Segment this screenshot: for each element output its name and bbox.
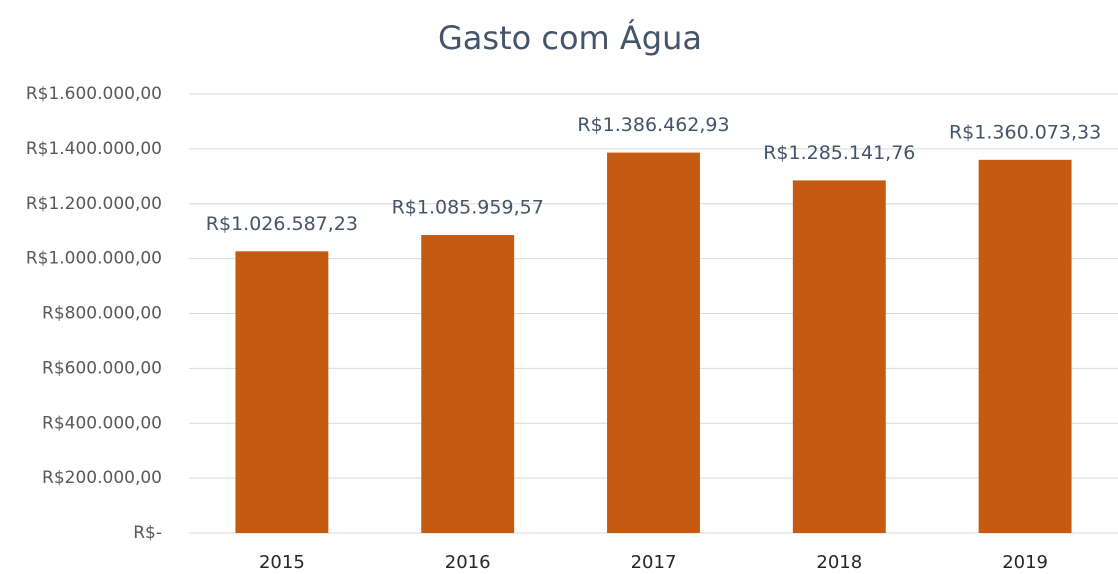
y-tick-label: R$400.000,00 [42, 413, 162, 433]
y-tick-label: R$200.000,00 [42, 468, 162, 488]
value-label: R$1.085.959,57 [392, 197, 544, 219]
value-label: R$1.386.462,93 [577, 114, 729, 136]
bar [792, 180, 886, 534]
y-tick-label: R$1.200.000,00 [26, 194, 162, 214]
value-label: R$1.285.141,76 [763, 142, 915, 164]
bar [421, 235, 515, 533]
x-tick-label: 2015 [259, 552, 305, 573]
value-label: R$1.026.587,23 [206, 213, 358, 235]
x-tick-label: 2019 [1002, 552, 1048, 573]
x-tick-label: 2018 [816, 552, 862, 573]
y-tick-label: R$800.000,00 [42, 304, 162, 324]
y-tick-label: R$600.000,00 [42, 358, 162, 378]
y-tick-label: R$1.000.000,00 [26, 249, 162, 269]
y-tick-label: R$1.600.000,00 [26, 84, 162, 104]
bar [607, 152, 700, 533]
bar [978, 159, 1072, 533]
value-label: R$1.360.073,33 [949, 121, 1101, 143]
y-tick-label: R$- [133, 523, 162, 543]
x-tick-label: 2017 [631, 552, 677, 573]
y-tick-label: R$1.400.000,00 [26, 139, 162, 159]
x-tick-label: 2016 [445, 552, 491, 573]
chart-title: Gasto com Água [438, 19, 702, 57]
bar [235, 251, 329, 533]
